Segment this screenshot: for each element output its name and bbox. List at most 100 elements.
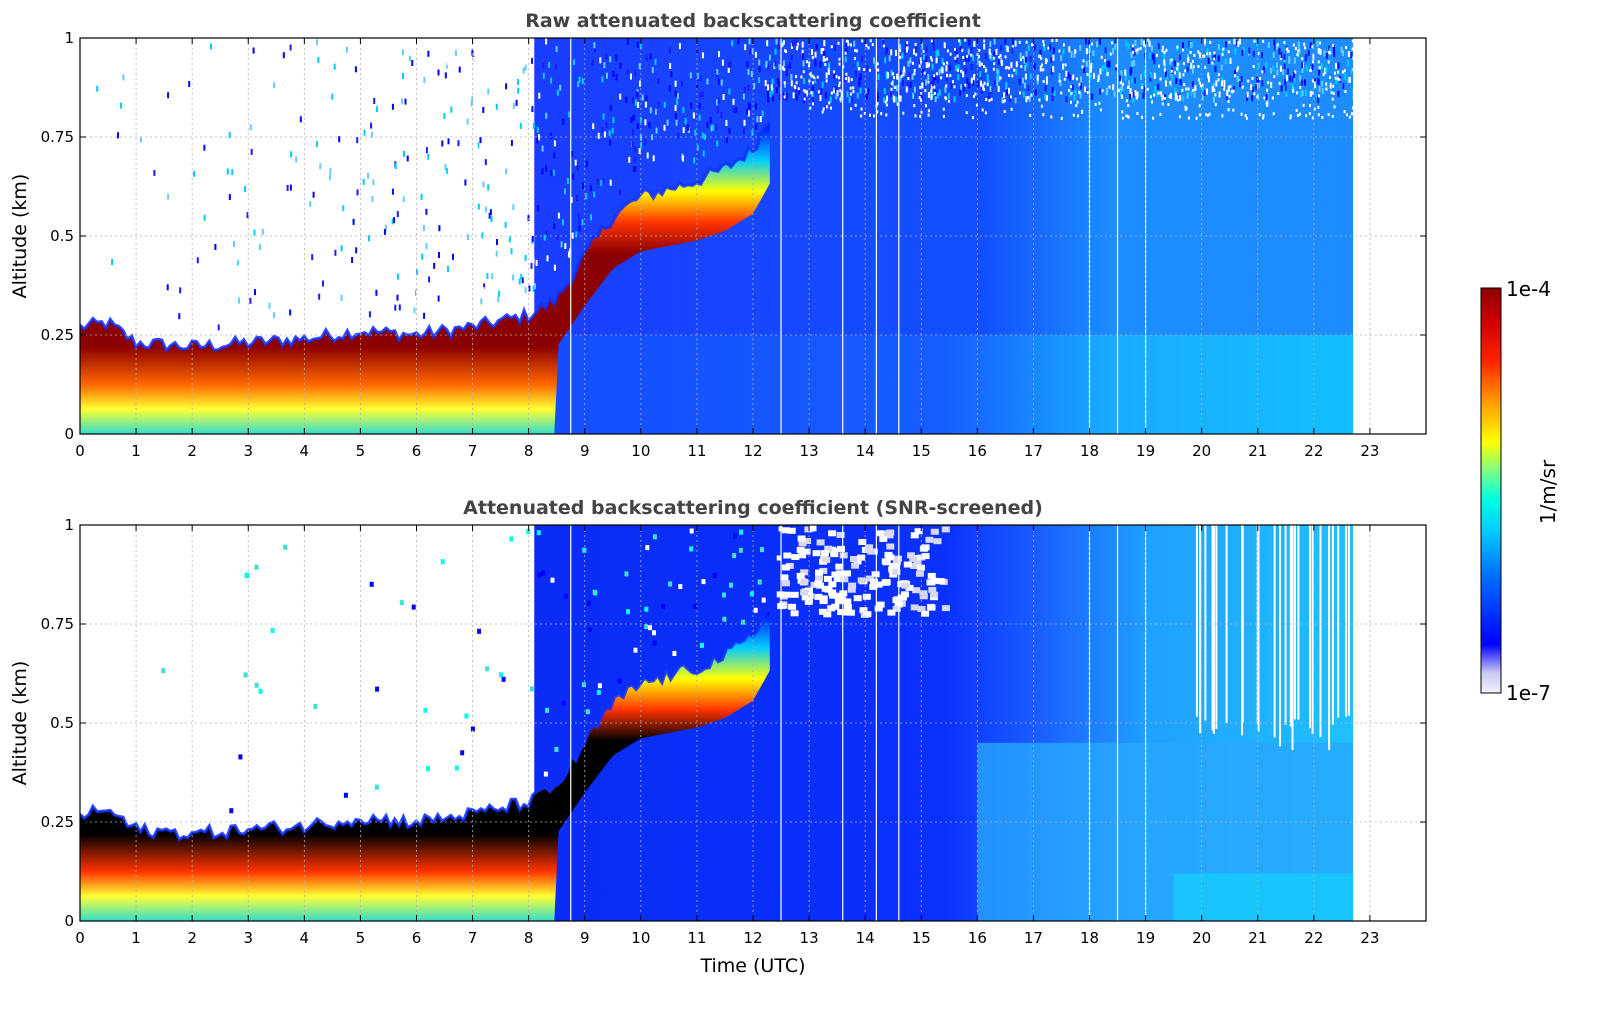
screened-pixel [830, 551, 839, 558]
noise-pixel [810, 91, 813, 95]
noise-pixel [964, 83, 967, 87]
noise-pixel [755, 103, 757, 110]
noise-pixel [401, 98, 404, 105]
noise-pixel [900, 74, 903, 78]
noise-pixel [1022, 55, 1025, 59]
x-tick-label: 8 [524, 929, 534, 947]
noise-pixel [553, 264, 556, 271]
noise-pixel [552, 169, 555, 176]
noise-pixel [1085, 48, 1088, 55]
noise-pixel [636, 123, 639, 130]
noise-pixel [853, 40, 856, 47]
noise-pixel [394, 304, 397, 311]
screened-pixel [819, 595, 828, 602]
noise-pixel [1198, 52, 1201, 59]
noise-pixel [443, 113, 446, 120]
noise-pixel [446, 59, 449, 66]
noise-pixel [749, 48, 752, 55]
noise-pixel [1187, 58, 1190, 62]
noise-pixel [947, 93, 950, 99]
noise-pixel [299, 159, 302, 166]
noise-pixel [1115, 64, 1118, 68]
noise-pixel [747, 69, 750, 75]
noise-pixel [1262, 114, 1265, 118]
noise-pixel [803, 77, 806, 84]
noise-pixel [286, 184, 289, 191]
noise-pixel [1273, 39, 1276, 46]
noise-pixel [487, 88, 490, 95]
noise-pixel [1058, 49, 1061, 53]
noise-pixel [966, 77, 969, 84]
screened-pixel [888, 566, 897, 573]
noise-pixel [348, 200, 351, 207]
screened-pixel [823, 611, 832, 618]
noise-pixel [993, 62, 996, 66]
noise-pixel [715, 124, 718, 131]
noise-pixel [722, 94, 725, 100]
noise-pixel [1256, 95, 1259, 99]
noise-pixel [542, 62, 545, 69]
noise-pixel [941, 57, 944, 64]
noise-pixel [783, 95, 786, 99]
noise-pixel [543, 771, 548, 777]
noise-pixel [229, 808, 234, 814]
noise-pixel [990, 54, 993, 61]
noise-pixel [645, 95, 648, 102]
noise-pixel [652, 640, 657, 646]
noise-pixel [315, 141, 318, 148]
noise-pixel [1060, 91, 1063, 95]
noise-pixel [214, 244, 217, 250]
noise-pixel [938, 69, 941, 76]
noise-pixel [581, 219, 584, 226]
noise-pixel [491, 273, 494, 280]
noise-pixel [993, 38, 996, 45]
noise-pixel [955, 48, 958, 55]
noise-pixel [699, 92, 702, 99]
noise-pixel [1080, 83, 1082, 90]
noise-pixel [1046, 81, 1048, 85]
noise-pixel [1152, 53, 1155, 60]
surface-layer [1173, 873, 1354, 921]
noise-pixel [1075, 77, 1078, 81]
noise-pixel [774, 48, 777, 55]
noise-pixel [1278, 82, 1281, 86]
noise-pixel [921, 42, 924, 49]
noise-pixel [1118, 88, 1120, 92]
noise-pixel [560, 241, 563, 248]
screened-pixel [889, 563, 898, 569]
noise-pixel [1098, 38, 1101, 45]
noise-pixel [1140, 39, 1143, 45]
noise-pixel [356, 678, 361, 684]
noise-pixel [816, 75, 819, 79]
noise-pixel [733, 533, 738, 539]
noise-pixel [997, 69, 1000, 76]
noise-pixel [911, 73, 914, 80]
noise-pixel [423, 312, 426, 319]
screened-pixel [933, 538, 942, 545]
noise-pixel [1072, 74, 1075, 78]
noise-pixel [943, 42, 946, 49]
noise-pixel [747, 84, 750, 91]
noise-pixel [1320, 63, 1323, 69]
noise-pixel [792, 92, 795, 99]
noise-pixel [1293, 57, 1296, 64]
noise-pixel [1002, 100, 1005, 104]
boundary-layer-top-edge [80, 121, 771, 354]
noise-pixel [526, 76, 529, 83]
screened-pixel [927, 572, 936, 579]
noise-pixel [979, 71, 982, 78]
noise-pixel [644, 139, 647, 146]
noise-pixel [1182, 73, 1185, 77]
noise-pixel [826, 57, 828, 61]
noise-pixel [1062, 48, 1065, 55]
noise-pixel [1240, 112, 1243, 116]
noise-pixel [1352, 68, 1355, 71]
noise-pixel [1127, 85, 1129, 89]
noise-pixel [1151, 100, 1153, 104]
noise-pixel [273, 312, 276, 319]
noise-pixel [117, 132, 119, 139]
noise-pixel [744, 44, 747, 51]
noise-pixel [790, 54, 793, 61]
x-tick-label: 15 [912, 442, 931, 460]
noise-pixel [782, 60, 785, 67]
